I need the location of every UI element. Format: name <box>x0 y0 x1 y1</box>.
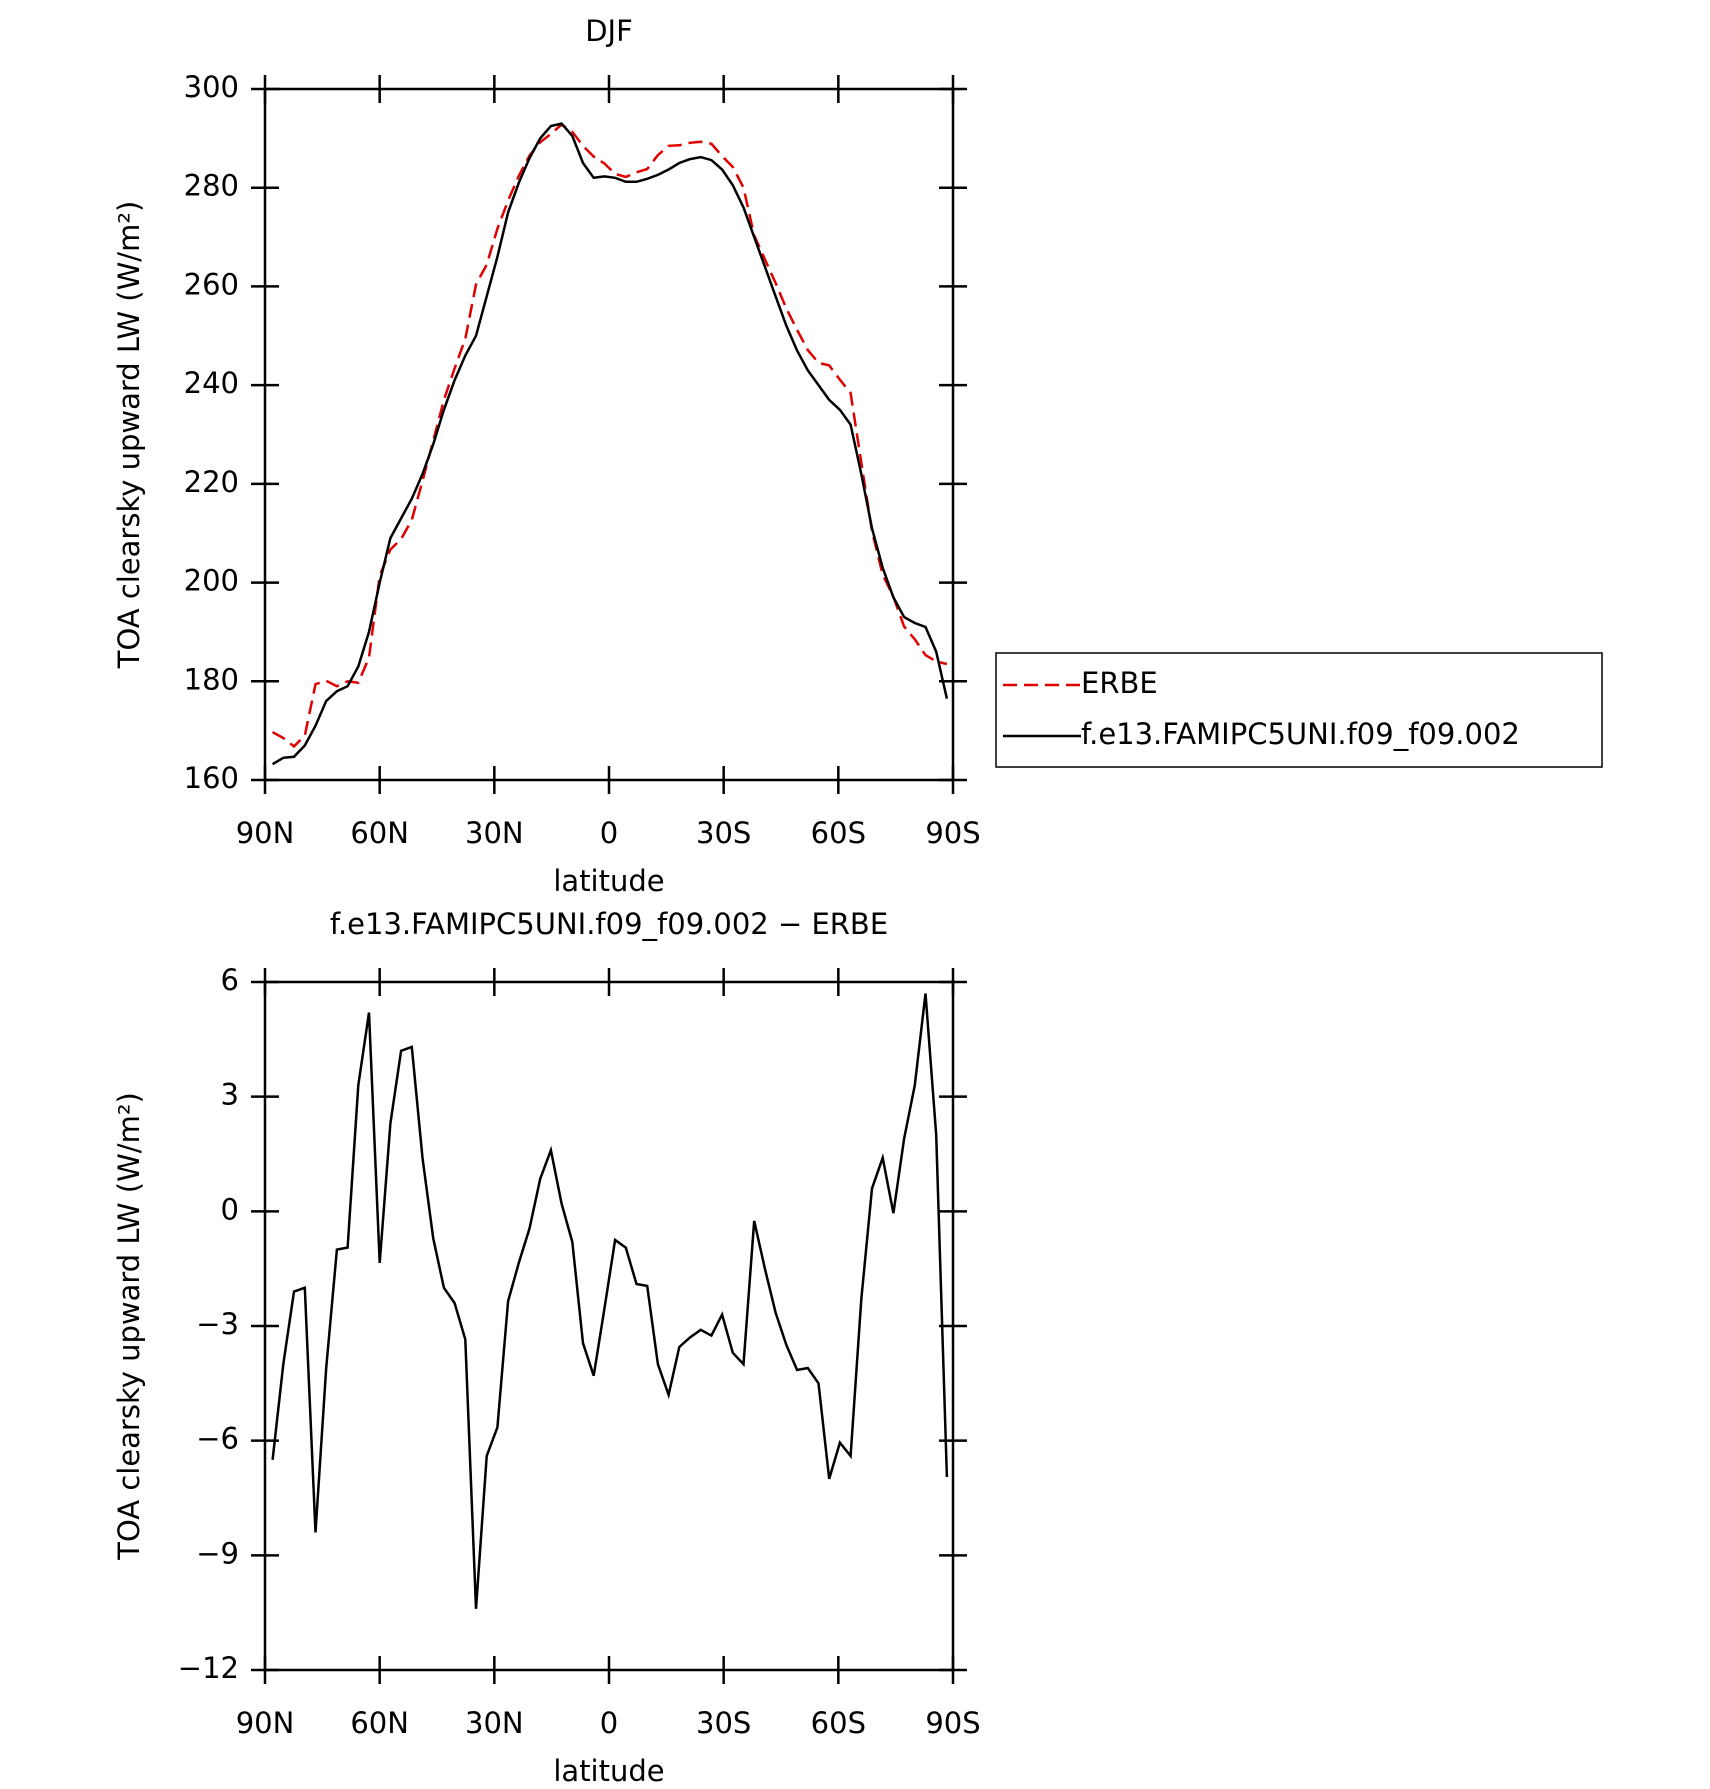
y-tick-label: 260 <box>184 267 239 301</box>
y-tick-label: −9 <box>196 1536 239 1570</box>
x-tick-label: 60N <box>350 1706 409 1740</box>
y-tick-label: −12 <box>178 1651 239 1685</box>
x-axis-label: latitude <box>553 1754 664 1788</box>
y-tick-label: −6 <box>196 1422 239 1456</box>
x-tick-label: 30N <box>465 1706 524 1740</box>
data-line <box>271 122 949 766</box>
x-tick-label: 90N <box>236 816 295 850</box>
plot-frame <box>263 980 955 1672</box>
y-tick-label: 0 <box>221 1192 239 1226</box>
y-tick-label: 180 <box>184 662 239 696</box>
y-tick-label: 160 <box>184 761 239 795</box>
legend-box <box>995 652 1603 768</box>
x-tick-label: 0 <box>600 1706 618 1740</box>
x-tick-label: 30S <box>696 816 751 850</box>
data-line <box>271 993 949 1609</box>
chart-title: f.e13.FAMIPC5UNI.f09_f09.002 − ERBE <box>330 907 888 941</box>
x-tick-label: 60N <box>350 816 409 850</box>
data-line <box>271 122 948 749</box>
y-axis-label: TOA clearsky upward LW (W/m²) <box>112 1092 146 1561</box>
x-tick-label: 30N <box>465 816 524 850</box>
y-tick-label: −3 <box>196 1307 239 1341</box>
y-tick-label: 6 <box>221 963 239 997</box>
y-tick-label: 220 <box>184 465 239 499</box>
x-axis-label: latitude <box>553 864 664 898</box>
x-tick-label: 90N <box>236 1706 295 1740</box>
y-axis-label: TOA clearsky upward LW (W/m²) <box>112 201 146 670</box>
y-tick-label: 240 <box>184 366 239 400</box>
x-tick-label: 30S <box>696 1706 751 1740</box>
chart-title: DJF <box>585 14 633 48</box>
y-tick-label: 300 <box>184 70 239 104</box>
x-tick-label: 60S <box>811 1706 866 1740</box>
x-tick-label: 90S <box>925 816 980 850</box>
y-tick-label: 280 <box>184 169 239 203</box>
y-tick-label: 3 <box>221 1078 239 1112</box>
legend-label: ERBE <box>1081 666 1158 700</box>
x-tick-label: 0 <box>600 816 618 850</box>
plot-frame <box>263 87 955 782</box>
y-tick-label: 200 <box>184 564 239 598</box>
legend-label: f.e13.FAMIPC5UNI.f09_f09.002 <box>1081 717 1520 751</box>
x-tick-label: 60S <box>811 816 866 850</box>
x-tick-label: 90S <box>925 1706 980 1740</box>
